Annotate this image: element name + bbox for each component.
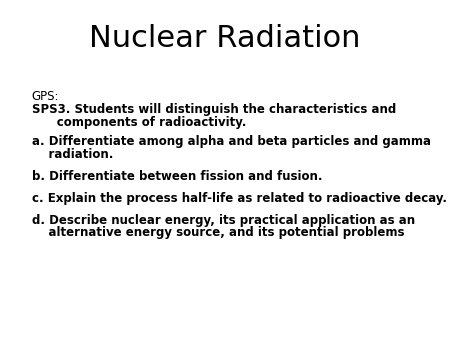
- Text: components of radioactivity.: components of radioactivity.: [32, 116, 246, 128]
- Text: alternative energy source, and its potential problems: alternative energy source, and its poten…: [32, 226, 404, 239]
- Text: SPS3. Students will distinguish the characteristics and: SPS3. Students will distinguish the char…: [32, 103, 396, 116]
- Text: GPS:: GPS:: [32, 90, 59, 102]
- Text: b. Differentiate between fission and fusion.: b. Differentiate between fission and fus…: [32, 170, 322, 183]
- Text: d. Describe nuclear energy, its practical application as an: d. Describe nuclear energy, its practica…: [32, 214, 414, 226]
- Text: Nuclear Radiation: Nuclear Radiation: [89, 24, 361, 53]
- Text: c. Explain the process half-life as related to radioactive decay.: c. Explain the process half-life as rela…: [32, 192, 446, 204]
- Text: a. Differentiate among alpha and beta particles and gamma: a. Differentiate among alpha and beta pa…: [32, 135, 431, 148]
- Text: radiation.: radiation.: [32, 148, 113, 161]
